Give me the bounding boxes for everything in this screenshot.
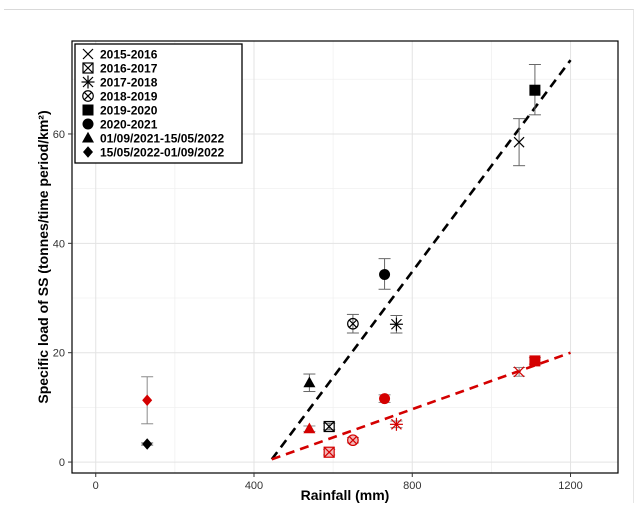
data-point-black [378,258,391,290]
x-axis-ticks: 0 400 800 1200 [93,473,583,492]
legend-item: 2016-2017 [82,62,158,76]
marker-x-stroke [82,62,94,74]
data-point-black [513,118,526,167]
legend-label: 01/09/2021-15/05/2022 [100,132,224,146]
x-axis-title: Rainfall (mm) [301,487,390,503]
data-point-black [528,64,541,116]
plot-panel [71,40,619,474]
marker-x-stroke [513,136,525,148]
data-point-red [389,417,403,431]
legend-box [74,43,243,164]
marker-x-stroke [323,421,335,432]
trend-lines [270,59,572,461]
data-point-black [141,438,154,450]
data-point-red [346,434,359,447]
y-tick-label: 0 [59,457,65,469]
legend-label: 2016-2017 [100,62,158,76]
marker-square-filled [529,355,541,367]
marker-square-open [323,420,335,433]
legend-item: 2020-2021 [82,118,158,132]
legend-label: 2017-2018 [100,76,158,90]
marker-circle-filled [379,268,391,280]
data-point-black [346,313,359,334]
data-points [141,64,541,458]
legend-label: 2018-2019 [100,90,158,104]
y-axis-ticks: 0 20 40 60 [53,129,72,469]
chart-frame [4,9,634,503]
legend-item: 2015-2016 [82,48,158,62]
legend-label: 2020-2021 [100,118,158,132]
legend: 2015-20162016-20172017-20182018-20192019… [74,43,243,164]
marker-x-stroke [83,91,93,101]
marker-triangle-filled [82,131,94,143]
legend-label: 15/05/2022-01/09/2022 [100,146,224,160]
marker-diamond-filled [142,394,153,407]
marker-square-open [82,62,94,74]
y-tick-label: 60 [53,129,65,141]
legend-item: 2017-2018 [81,75,158,90]
grid [72,41,618,473]
legend-label: 2015-2016 [100,48,158,62]
legend-item: 15/05/2022-01/09/2022 [83,146,224,160]
data-point-red [323,446,336,458]
legend-label: 2019-2020 [100,104,158,118]
legend-item: 01/09/2021-15/05/2022 [82,132,224,146]
x-tick-label: 0 [93,480,99,492]
data-point-red [513,366,526,378]
marker-square-filled [529,84,541,96]
data-point-red [378,393,391,405]
data-point-black [303,373,316,393]
trend-line-black [270,59,572,461]
marker-circle-open [82,90,94,102]
marker-diamond-filled [142,438,153,450]
marker-circle-filled [379,393,391,405]
marker-x-stroke [348,436,358,445]
marker-circle-open [347,317,359,330]
y-tick-label: 40 [53,238,65,250]
data-point-red [141,376,154,425]
marker-triangle-filled [303,376,316,388]
marker-triangle-filled [303,422,316,434]
marker-x-stroke [323,446,335,458]
x-tick-label: 1200 [558,480,582,492]
x-tick-label: 800 [403,480,421,492]
marker-x-stroke [513,366,525,378]
y-tick-label: 20 [53,348,65,360]
data-point-red [528,355,541,367]
marker-x-stroke [82,48,94,60]
legend-item: 2018-2019 [82,90,158,104]
trend-line-red [271,351,571,461]
marker-x-stroke [348,319,358,328]
marker-diamond-filled [83,146,93,158]
data-point-black [323,420,336,433]
data-point-black [389,315,403,334]
data-point-red [303,422,316,434]
legend-item: 2019-2020 [82,104,158,118]
x-tick-label: 400 [245,480,263,492]
marker-circle-filled [82,118,94,130]
y-axis-title: Specific load of SS (tonnes/time period/… [35,110,51,403]
marker-square-filled [82,104,94,116]
